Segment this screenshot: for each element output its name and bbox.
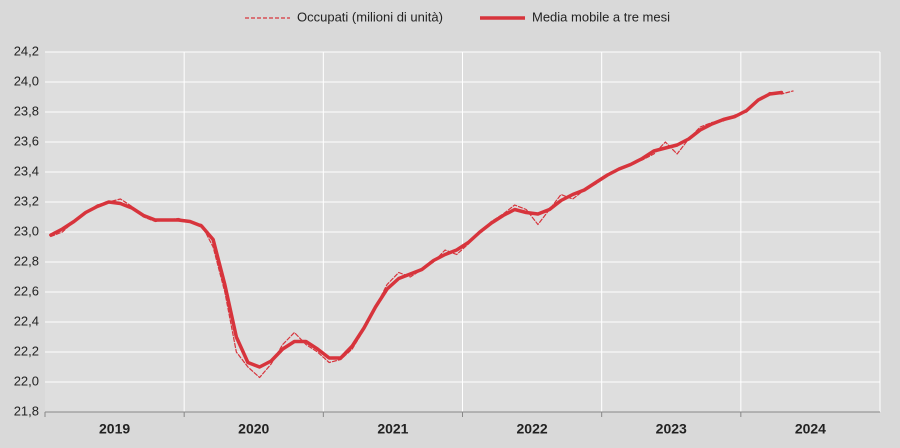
legend-label: Occupati (milioni di unità) — [297, 9, 443, 24]
y-tick-label: 24,0 — [14, 73, 39, 88]
x-tick-label: 2021 — [377, 421, 408, 437]
series-line — [49, 90, 784, 369]
y-tick-label: 23,4 — [14, 163, 39, 178]
x-tick-label: 2020 — [238, 421, 269, 437]
y-tick-label: 23,6 — [14, 133, 39, 148]
y-tick-label: 21,8 — [14, 403, 39, 418]
y-tick-label: 22,6 — [14, 283, 39, 298]
y-tick-label: 22,2 — [14, 343, 39, 358]
x-tick-label: 2019 — [99, 421, 130, 437]
y-tick-label: 23,2 — [14, 193, 39, 208]
y-tick-label: 24,2 — [14, 43, 39, 58]
legend-label: Media mobile a tre mesi — [532, 9, 670, 24]
y-tick-label: 22,8 — [14, 253, 39, 268]
y-tick-label: 22,0 — [14, 373, 39, 388]
x-tick-label: 2023 — [656, 421, 687, 437]
x-tick-label: 2022 — [517, 421, 548, 437]
x-tick-label: 2024 — [795, 421, 826, 437]
y-tick-label: 22,4 — [14, 313, 39, 328]
y-tick-label: 23,0 — [14, 223, 39, 238]
y-tick-label: 23,8 — [14, 103, 39, 118]
